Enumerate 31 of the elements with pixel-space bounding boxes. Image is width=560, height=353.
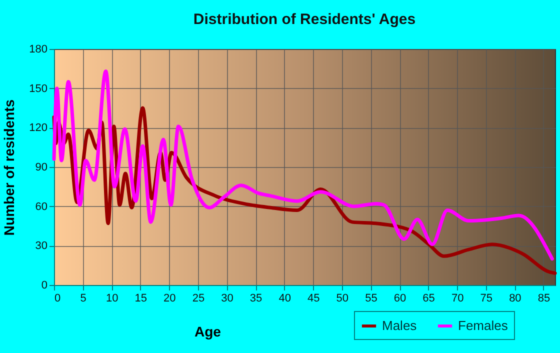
- y-tick-label: 150: [29, 82, 48, 95]
- x-tick-label: 50: [336, 292, 349, 304]
- x-tick-label: 5: [80, 292, 86, 304]
- y-axis-title: Number of residents: [1, 99, 18, 236]
- x-tick-label: 20: [164, 292, 176, 304]
- y-tick-label: 90: [35, 162, 48, 174]
- x-tick-label: 80: [509, 292, 522, 304]
- chart-title: Distribution of Residents' Ages: [193, 11, 416, 28]
- x-tick-label: 70: [451, 292, 464, 304]
- x-tick-label: 10: [106, 292, 118, 304]
- x-tick-label: 35: [250, 292, 262, 304]
- legend-label: Males: [382, 318, 418, 333]
- y-tick-label: 0: [41, 280, 48, 292]
- y-tick-label: 30: [35, 240, 48, 252]
- x-tick-label: 45: [308, 292, 320, 304]
- y-tick-label: 60: [35, 200, 48, 213]
- x-tick-label: 75: [480, 292, 493, 304]
- line-series: [52, 70, 554, 261]
- x-axis-title: Age: [194, 324, 222, 340]
- x-tick-label: 65: [422, 292, 435, 304]
- x-tick-label: 0: [54, 292, 61, 304]
- x-tick-label: 30: [221, 292, 234, 304]
- legend-label: Females: [458, 318, 508, 333]
- x-tick-label: 85: [538, 292, 550, 304]
- x-tick-label: 55: [365, 292, 378, 304]
- y-tick-label: 120: [29, 122, 48, 134]
- x-tick-label: 15: [134, 292, 148, 304]
- y-tick-label: 180: [29, 44, 48, 56]
- x-tick-label: 60: [394, 292, 406, 304]
- x-tick-label: 25: [192, 292, 205, 304]
- x-tick-label: 40: [278, 292, 291, 304]
